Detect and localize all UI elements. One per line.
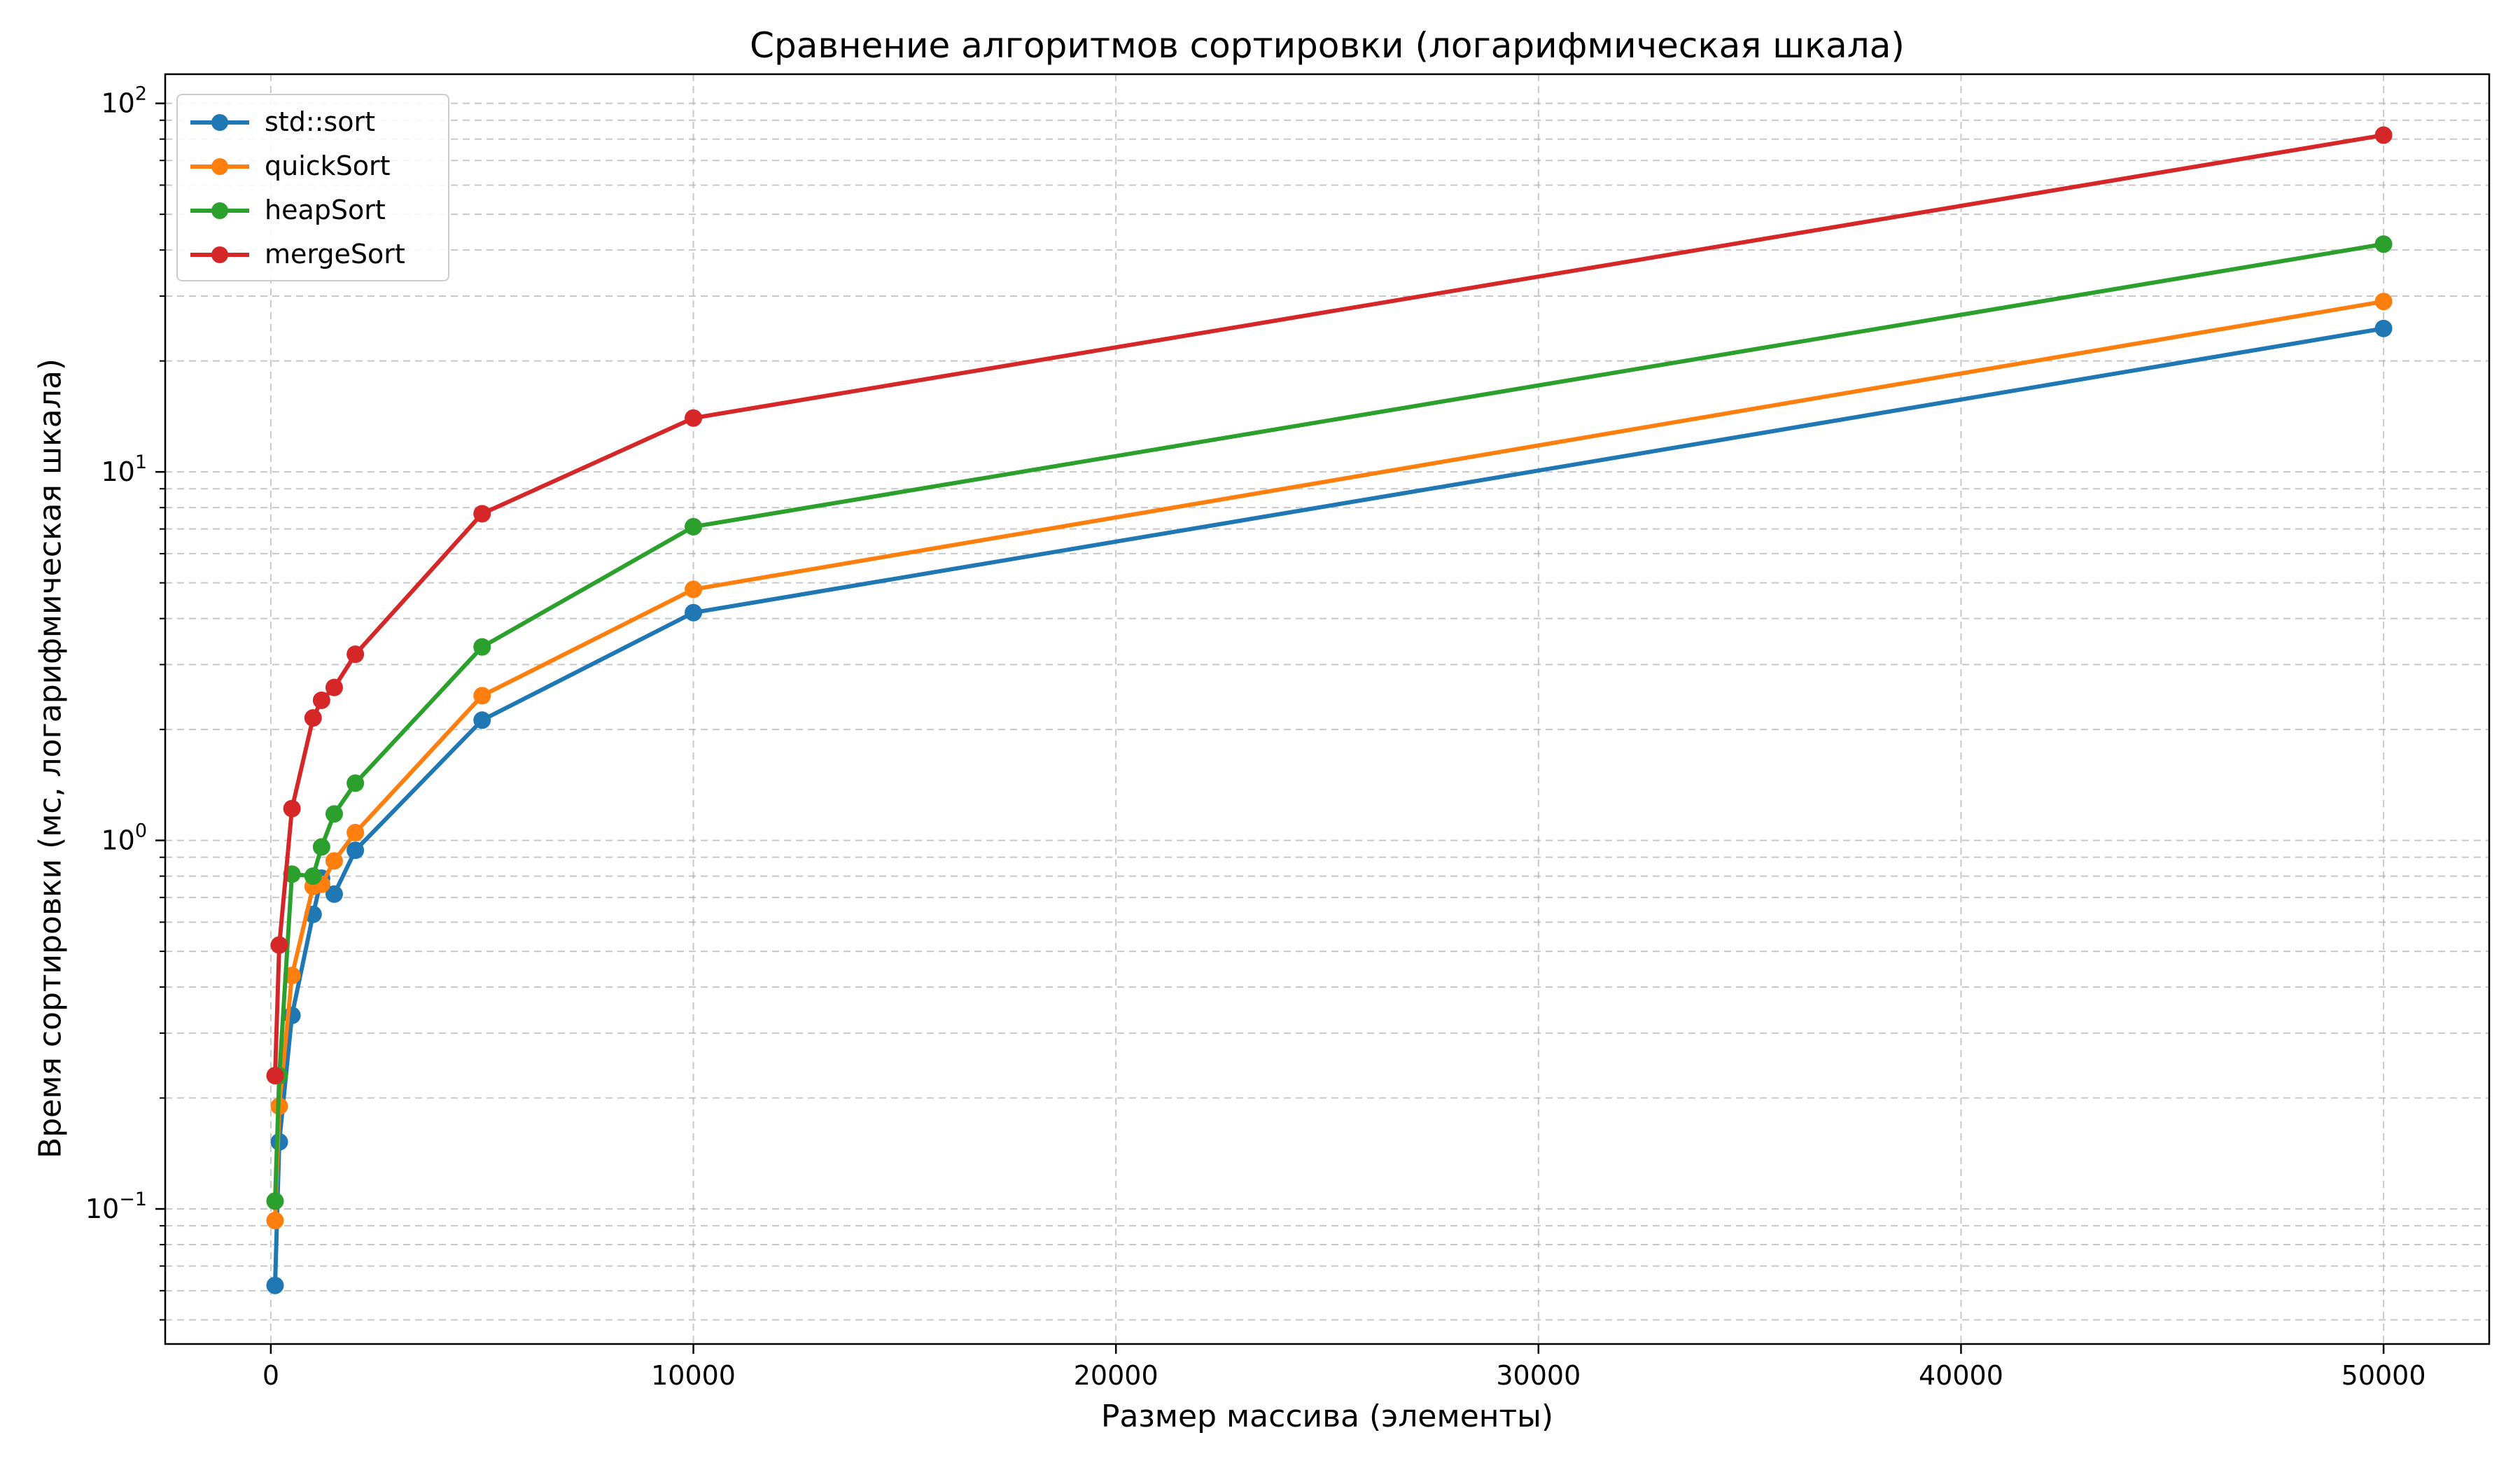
x-axis-label: Размер массива (элементы) (1100, 1399, 1554, 1434)
legend-label: mergeSort (265, 238, 405, 270)
data-point (473, 505, 491, 523)
legend-item-quicksort: quickSort (178, 144, 448, 188)
plot-frame (164, 73, 2491, 1345)
series-line (272, 133, 2386, 1078)
y-tick-label: 100 (101, 820, 147, 856)
x-tick-label: 50000 (2342, 1360, 2426, 1391)
data-point (270, 936, 288, 954)
data-point (312, 838, 330, 856)
grid-lines (165, 74, 2489, 1344)
legend-item-heapsort: heapSort (178, 188, 448, 232)
data-point (346, 645, 365, 664)
legend-item-mergesort: mergeSort (178, 232, 448, 276)
data-point (304, 867, 322, 886)
legend-swatch (186, 240, 253, 268)
data-point (473, 687, 491, 705)
x-tick-label: 20000 (1074, 1360, 1158, 1391)
x-tick-label: 10000 (651, 1360, 736, 1391)
data-point (266, 1192, 284, 1210)
legend-label: std::sort (265, 106, 375, 137)
series-layer (266, 126, 2393, 1294)
legend-label: heapSort (265, 194, 386, 225)
data-point (685, 580, 703, 598)
x-tick-label: 40000 (1919, 1360, 2003, 1391)
data-point (346, 823, 365, 841)
data-point (2374, 319, 2393, 337)
data-point (304, 709, 322, 727)
series-quicksort (266, 293, 2393, 1230)
legend: std::sort quickSort heapSort mergeSort (176, 94, 449, 281)
series-heapsort (266, 235, 2393, 1210)
data-point (2374, 235, 2393, 253)
data-point (473, 711, 491, 729)
legend-swatch (186, 108, 253, 136)
data-point (685, 517, 703, 536)
x-tick-label: 30000 (1496, 1360, 1581, 1391)
data-point (685, 603, 703, 622)
y-tick-label: 101 (101, 451, 147, 487)
data-point (2374, 126, 2393, 144)
axis-ticks: 0 10000 20000 30000 40000 50000 10−1 100 101 102 (85, 83, 2426, 1391)
data-point (346, 774, 365, 792)
legend-item-std-sort: std::sort (178, 99, 448, 144)
series-mergesort (266, 126, 2393, 1085)
data-point (325, 805, 343, 823)
data-point (685, 409, 703, 427)
data-point (325, 678, 343, 696)
data-point (266, 1276, 284, 1294)
legend-swatch (186, 196, 253, 224)
series-line (272, 241, 2386, 1203)
series-line (272, 299, 2386, 1223)
y-tick-label: 102 (101, 83, 147, 119)
x-tick-label: 0 (262, 1360, 279, 1391)
series-line (272, 326, 2386, 1288)
legend-swatch (186, 152, 253, 180)
chart-title: Сравнение алгоритмов сортировки (логариф… (750, 25, 1905, 66)
data-point (2374, 293, 2393, 311)
data-point (346, 841, 365, 860)
data-point (266, 1212, 284, 1230)
legend-label: quickSort (265, 150, 391, 181)
data-point (325, 885, 343, 903)
data-point (312, 691, 330, 709)
data-point (325, 852, 343, 870)
y-tick-label: 10−1 (85, 1189, 147, 1224)
data-point (473, 638, 491, 656)
data-point (283, 799, 301, 818)
data-point (266, 1067, 284, 1085)
